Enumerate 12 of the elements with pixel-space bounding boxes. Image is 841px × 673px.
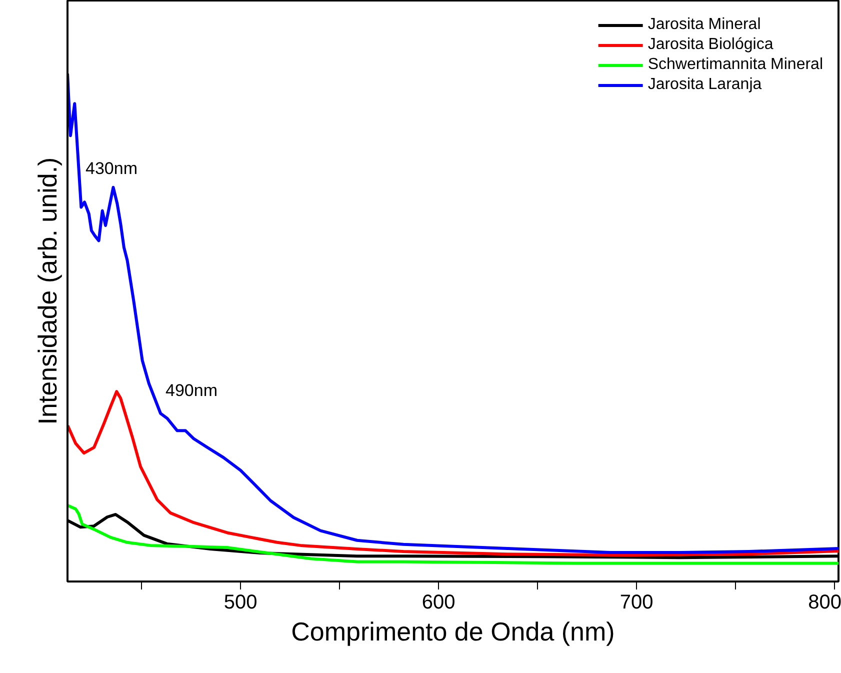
x-tick-label: 600 bbox=[422, 592, 456, 614]
x-tick-label: 500 bbox=[224, 592, 258, 614]
legend-label: Jarosita Biológica bbox=[648, 36, 774, 54]
legend-label: Jarosita Mineral bbox=[648, 16, 761, 34]
annotation: 490nm bbox=[166, 381, 218, 400]
y-axis-title: Intensidade (arb. unid.) bbox=[32, 157, 62, 425]
x-tick-label: 800 bbox=[808, 592, 841, 614]
x-axis-title: Comprimento de Onda (nm) bbox=[291, 616, 615, 646]
legend-label: Jarosita Laranja bbox=[648, 76, 762, 94]
annotation: 430nm bbox=[86, 159, 138, 178]
x-tick-label: 700 bbox=[620, 592, 654, 614]
legend-label: Schwertimannita Mineral bbox=[648, 56, 823, 74]
